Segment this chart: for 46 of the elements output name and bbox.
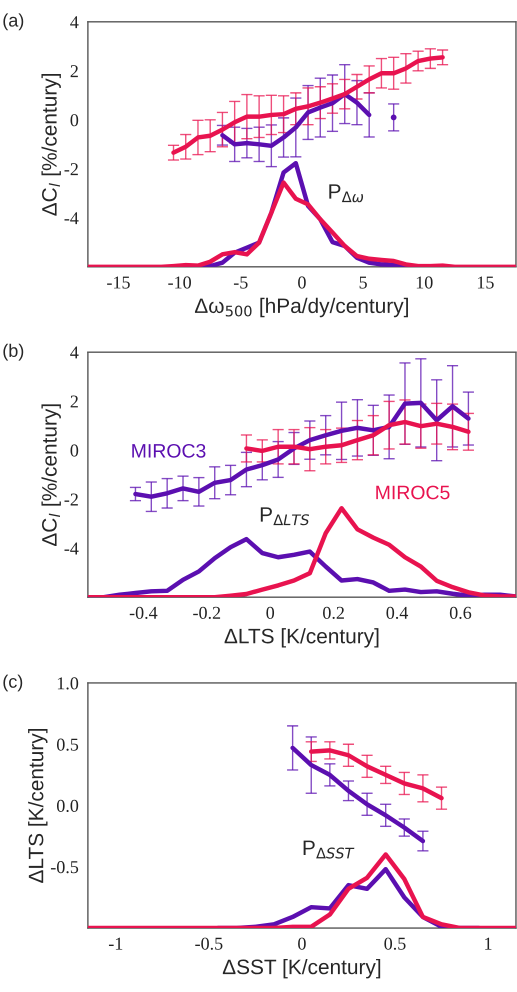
y-tick-label: -4 bbox=[64, 542, 79, 554]
y-tick-label: 2 bbox=[70, 65, 78, 78]
text: (b) bbox=[3, 344, 24, 361]
y-tick-label: 0 bbox=[70, 444, 78, 457]
annotation: P$_{ΔSST}$ bbox=[304, 840, 354, 859]
x-tick-label: 0 bbox=[298, 276, 306, 289]
x-tick-label: -0.4 bbox=[130, 606, 158, 619]
y-tick-label: 0.5 bbox=[56, 738, 78, 751]
y-axis-title: ΔC$_{l}$ [%/century] bbox=[41, 404, 61, 546]
y-tick-label: 0 bbox=[70, 114, 78, 126]
x-tick-label: -1 bbox=[108, 938, 122, 950]
text: (a) bbox=[3, 13, 24, 30]
x-tick-label: 0.2 bbox=[323, 606, 344, 619]
x-tick-label: 0.4 bbox=[386, 606, 408, 619]
x-tick-label: -0.2 bbox=[193, 606, 220, 619]
y-tick-label: 2 bbox=[70, 395, 78, 408]
x-tick-label: -10 bbox=[168, 276, 191, 289]
x-tick-label: 1 bbox=[485, 938, 492, 950]
y-tick-label: 0.0 bbox=[56, 800, 78, 812]
x-tick-label: 0.5 bbox=[384, 938, 406, 950]
text: (c) bbox=[3, 674, 22, 692]
x-tick-label: 10 bbox=[416, 276, 433, 289]
y-axis-title: ΔLTS [K/century] bbox=[28, 729, 48, 883]
annotation: P$_{ΔLTS}$ bbox=[260, 507, 310, 526]
y-tick-label: 1.0 bbox=[58, 677, 78, 690]
x-tick-label: 5 bbox=[360, 276, 367, 289]
y-tick-label: -2 bbox=[64, 493, 78, 506]
y-tick-label: -4 bbox=[64, 212, 79, 224]
annotation: P$_{Δω}$ bbox=[329, 184, 364, 202]
x-tick-label: -0.5 bbox=[195, 938, 222, 950]
x-tick-label: 0 bbox=[298, 938, 306, 950]
series-label: MIROC3 bbox=[132, 444, 206, 458]
y-tick-label: 4 bbox=[70, 16, 79, 28]
x-tick-label: 15 bbox=[478, 276, 494, 289]
x-tick-label: 0.6 bbox=[450, 606, 472, 619]
text: MIROC5 bbox=[376, 486, 450, 500]
x-axis-title: ΔSST [K/century] bbox=[222, 958, 380, 978]
x-tick-label: 0 bbox=[266, 606, 274, 619]
x-axis-title: ΔLTS [K/century] bbox=[224, 628, 378, 648]
y-tick-label: -0.5 bbox=[50, 861, 78, 874]
y-axis-title: ΔC$_{l}$ [%/century] bbox=[41, 74, 61, 216]
x-tick-label: -5 bbox=[234, 276, 248, 289]
x-tick-label: -15 bbox=[107, 276, 130, 289]
x-axis-title: Δω$_{500}$ [hPa/dy/century] bbox=[194, 298, 408, 318]
y-tick-label: -2 bbox=[64, 163, 78, 176]
y-tick-label: 4 bbox=[70, 346, 79, 358]
